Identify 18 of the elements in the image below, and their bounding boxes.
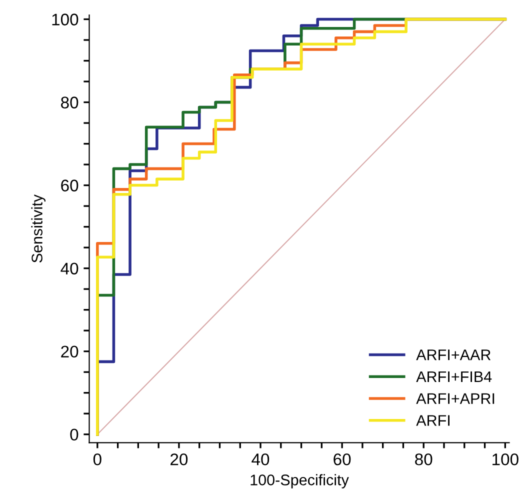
x-tick-label: 20 [170,453,188,466]
y-tick-label: 100 [52,14,78,26]
y-tick-label: 20 [61,346,78,358]
legend-label: ARFI+FIB4 [416,371,492,382]
legend-label: ARFI [416,415,450,426]
x-tick-label: 80 [415,453,432,466]
y-tick-label: 80 [61,96,78,108]
x-tick-label: 40 [252,453,270,466]
y-tick-label: 60 [61,180,78,192]
x-axis-title: 100-Specificity [250,474,349,488]
y-axis-title: Sensitivity [31,194,46,263]
x-tick-label: 0 [93,453,102,466]
legend-label: ARFI+APRI [416,393,494,404]
y-tick-label: 40 [60,262,78,274]
x-tick-label: 100 [492,453,518,466]
legend-label: ARFI+AAR [416,350,491,360]
x-tick-label: 60 [334,453,351,466]
y-tick-label: 0 [70,428,78,441]
